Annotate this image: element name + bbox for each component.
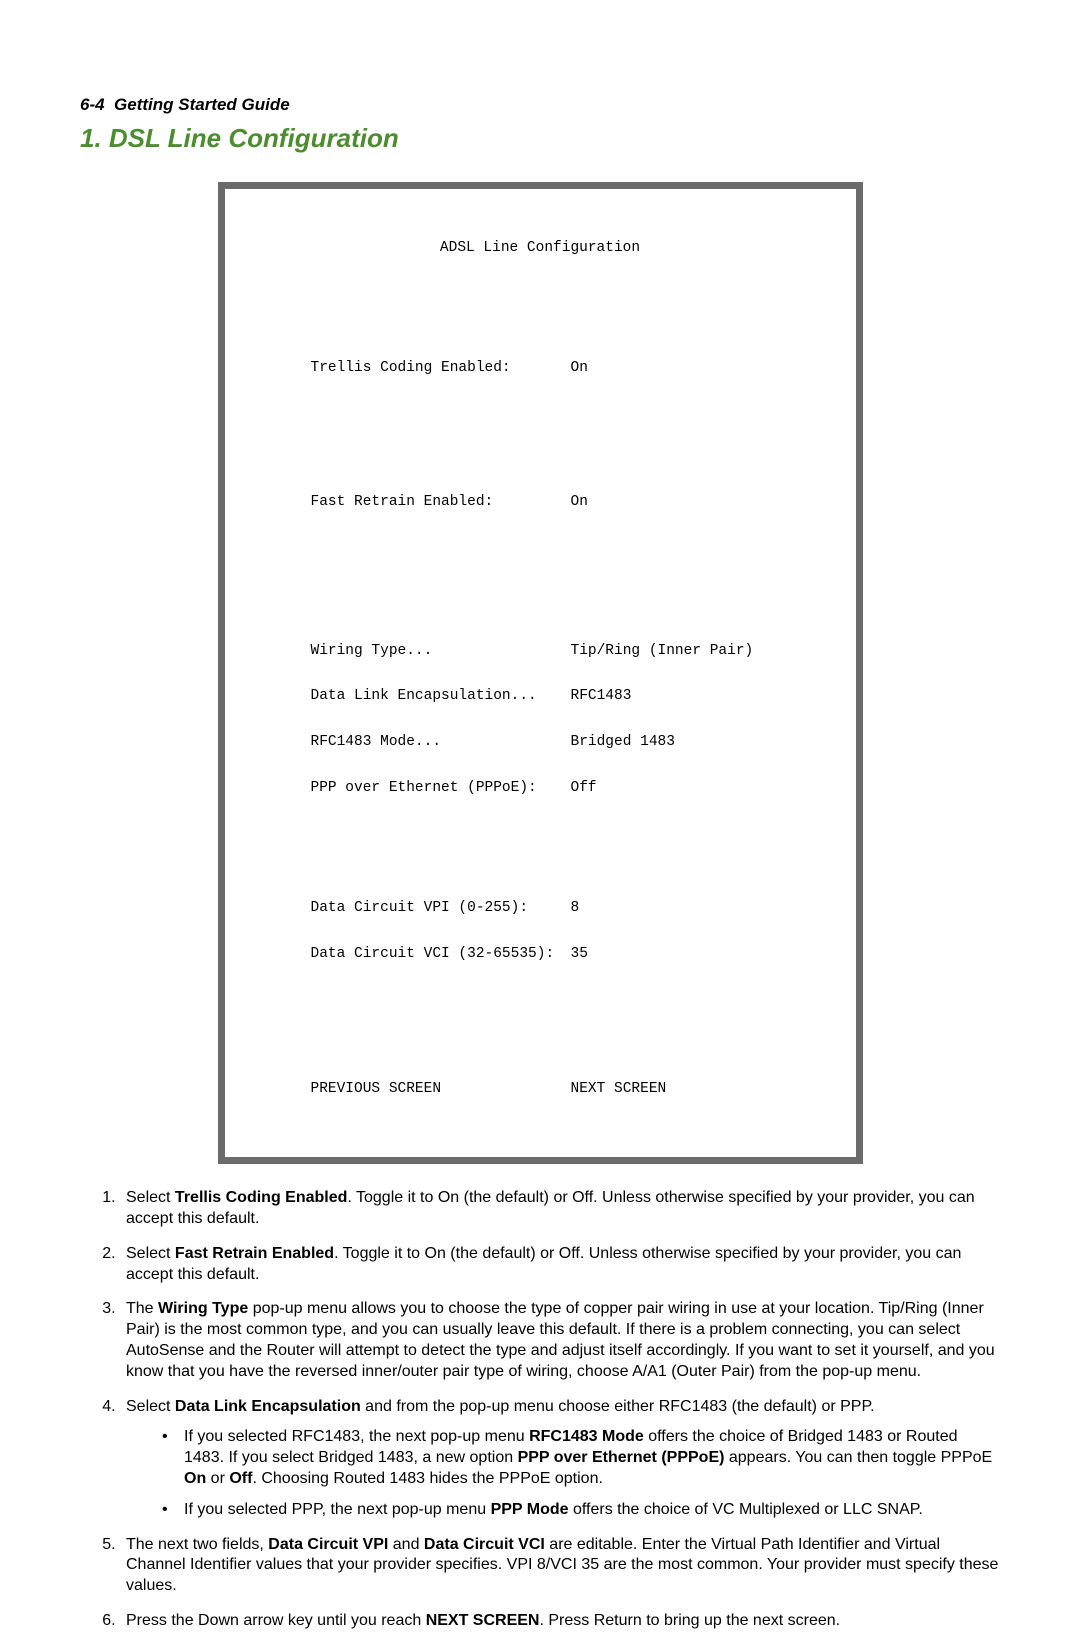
config-value: Tip/Ring (Inner Pair) xyxy=(571,644,828,659)
config-row: PPP over Ethernet (PPPoE): Off xyxy=(253,781,828,796)
terminal-window: ADSL Line Configuration Trellis Coding E… xyxy=(218,182,863,1164)
config-label: RFC1483 Mode... xyxy=(311,735,571,750)
config-value: On xyxy=(571,495,828,510)
config-row: Data Link Encapsulation... RFC1483 xyxy=(253,689,828,704)
bold-term: Data Circuit VCI xyxy=(424,1536,545,1553)
instruction-step: Select Trellis Coding Enabled. Toggle it… xyxy=(120,1188,1000,1230)
config-row: Wiring Type... Tip/Ring (Inner Pair) xyxy=(253,644,828,659)
config-row: Data Circuit VPI (0-255): 8 xyxy=(253,901,828,916)
config-value: On xyxy=(571,361,828,376)
text: If you selected RFC1483, the next pop-up… xyxy=(184,1428,529,1445)
instruction-step: The Wiring Type pop-up menu allows you t… xyxy=(120,1299,1000,1382)
text: pop-up menu allows you to choose the typ… xyxy=(126,1300,995,1379)
text: Select xyxy=(126,1189,175,1206)
instruction-step: Press the Down arrow key until you reach… xyxy=(120,1611,1000,1632)
text: The xyxy=(126,1300,158,1317)
bold-term: NEXT SCREEN xyxy=(426,1612,540,1629)
config-value: Off xyxy=(571,781,828,796)
bold-term: PPP over Ethernet (PPPoE) xyxy=(518,1449,725,1466)
instruction-step: Select Fast Retrain Enabled. Toggle it t… xyxy=(120,1244,1000,1286)
config-value: 35 xyxy=(571,947,828,962)
section-title: 1. DSL Line Configuration xyxy=(80,123,1000,154)
bold-term: Fast Retrain Enabled xyxy=(175,1245,334,1262)
text: Select xyxy=(126,1245,175,1262)
bold-term: Trellis Coding Enabled xyxy=(175,1189,347,1206)
bold-term: Wiring Type xyxy=(158,1300,248,1317)
sub-item: If you selected RFC1483, the next pop-up… xyxy=(162,1427,1000,1489)
config-value: RFC1483 xyxy=(571,689,828,704)
bold-term: RFC1483 Mode xyxy=(529,1428,644,1445)
text: appears. You can then toggle PPPoE xyxy=(724,1449,992,1466)
text: Select xyxy=(126,1398,175,1415)
config-label: PPP over Ethernet (PPPoE): xyxy=(311,781,571,796)
sub-item: If you selected PPP, the next pop-up men… xyxy=(162,1500,1000,1521)
page-header: 6-4 Getting Started Guide xyxy=(80,95,1000,115)
config-value: 8 xyxy=(571,901,828,916)
config-label: Wiring Type... xyxy=(311,644,571,659)
next-screen-button[interactable]: NEXT SCREEN xyxy=(571,1082,828,1097)
config-label: Fast Retrain Enabled: xyxy=(311,495,571,510)
previous-screen-button[interactable]: PREVIOUS SCREEN xyxy=(311,1082,571,1097)
nav-row: PREVIOUS SCREEN NEXT SCREEN xyxy=(253,1082,828,1097)
config-row: Fast Retrain Enabled: On xyxy=(253,495,828,510)
bold-term: PPP Mode xyxy=(491,1501,569,1518)
config-label: Trellis Coding Enabled: xyxy=(311,361,571,376)
config-label: Data Circuit VCI (32-65535): xyxy=(311,947,571,962)
terminal-title: ADSL Line Configuration xyxy=(253,241,828,256)
config-row: RFC1483 Mode... Bridged 1483 xyxy=(253,735,828,750)
text: and xyxy=(388,1536,424,1553)
bold-term: Off xyxy=(229,1470,252,1487)
config-row: Data Circuit VCI (32-65535): 35 xyxy=(253,947,828,962)
text: or xyxy=(206,1470,229,1487)
config-row: Trellis Coding Enabled: On xyxy=(253,361,828,376)
text: . Press Return to bring up the next scre… xyxy=(539,1612,840,1629)
terminal-content: ADSL Line Configuration Trellis Coding E… xyxy=(253,211,828,1127)
text: The next two fields, xyxy=(126,1536,268,1553)
bold-term: Data Circuit VPI xyxy=(268,1536,388,1553)
config-value: Bridged 1483 xyxy=(571,735,828,750)
guide-name: Getting Started Guide xyxy=(114,95,290,114)
instruction-step: The next two fields, Data Circuit VPI an… xyxy=(120,1535,1000,1597)
text: Press the Down arrow key until you reach xyxy=(126,1612,426,1629)
text: If you selected PPP, the next pop-up men… xyxy=(184,1501,491,1518)
text: and from the pop-up menu choose either R… xyxy=(361,1398,875,1415)
config-label: Data Link Encapsulation... xyxy=(311,689,571,704)
page-number: 6-4 xyxy=(80,95,105,114)
text: offers the choice of VC Multiplexed or L… xyxy=(569,1501,923,1518)
bold-term: On xyxy=(184,1470,206,1487)
instruction-list: Select Trellis Coding Enabled. Toggle it… xyxy=(80,1188,1000,1632)
bold-term: Data Link Encapsulation xyxy=(175,1398,361,1415)
sub-list: If you selected RFC1483, the next pop-up… xyxy=(126,1427,1000,1520)
text: . Choosing Routed 1483 hides the PPPoE o… xyxy=(252,1470,602,1487)
page: 6-4 Getting Started Guide 1. DSL Line Co… xyxy=(0,0,1080,1397)
instruction-step: Select Data Link Encapsulation and from … xyxy=(120,1397,1000,1521)
config-label: Data Circuit VPI (0-255): xyxy=(311,901,571,916)
